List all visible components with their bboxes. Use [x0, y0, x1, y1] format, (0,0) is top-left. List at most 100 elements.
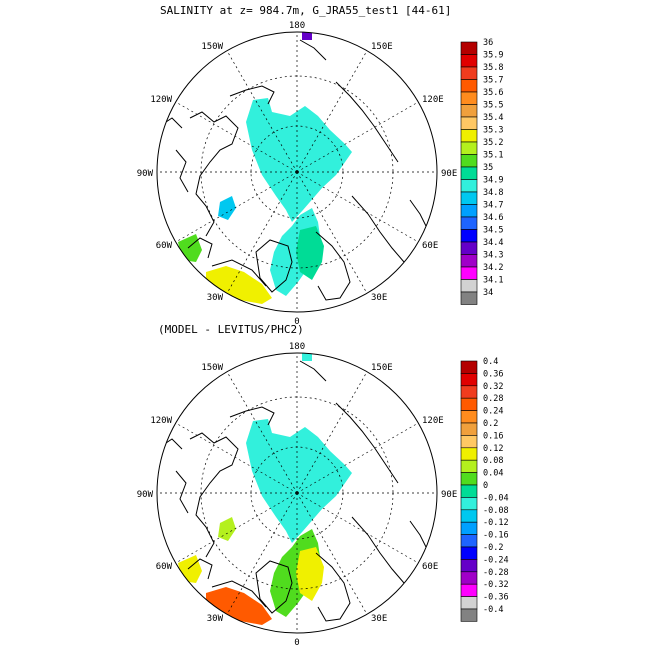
meridian-line	[296, 171, 419, 243]
colorbar-swatch	[460, 166, 478, 180]
meridian-line	[226, 50, 298, 173]
colorbar-tick-label: 0.04	[483, 469, 503, 479]
colorbar-swatch	[460, 385, 478, 399]
longitude-label: 180	[289, 21, 305, 31]
data-region	[246, 419, 352, 543]
coastline	[211, 259, 267, 287]
data-region	[296, 547, 324, 601]
colorbar-tick-label: 35.2	[483, 138, 503, 148]
longitude-label: 0	[294, 317, 299, 327]
coastline	[159, 438, 183, 450]
colorbar-tick-label: 35.8	[483, 63, 503, 73]
colorbar-swatch	[460, 116, 478, 130]
meridian-line	[296, 101, 419, 173]
longitude-label: 30W	[207, 614, 224, 624]
longitude-label: 150E	[371, 42, 393, 52]
coastline	[315, 552, 351, 622]
colorbar-tick-label: 34.3	[483, 251, 503, 261]
data-region	[302, 353, 312, 361]
colorbar-swatch	[460, 534, 478, 548]
coastline	[255, 560, 293, 614]
meridian-line	[175, 171, 298, 243]
longitude-label: 90E	[441, 169, 457, 179]
colorbar-swatch	[460, 154, 478, 168]
colorbar-swatch	[460, 141, 478, 155]
colorbar-swatch	[460, 583, 478, 597]
colorbar-swatch	[460, 266, 478, 280]
colorbar-tick-label: -0.36	[483, 593, 509, 603]
colorbar-swatch	[460, 229, 478, 243]
coastline	[409, 199, 429, 231]
colorbar-tick-label: -0.04	[483, 493, 509, 503]
coastline	[409, 520, 429, 552]
panel-title: SALINITY at z= 984.7m, G_JRA55_test1 [44…	[160, 4, 452, 17]
colorbar-tick-label: 0.24	[483, 407, 503, 417]
colorbar-swatch	[460, 521, 478, 535]
longitude-label: 120W	[150, 416, 172, 426]
colorbar-tick-label: -0.2	[483, 543, 503, 553]
colorbar-swatch	[460, 497, 478, 511]
panel-title: (MODEL - LEVITUS/PHC2)	[158, 323, 304, 336]
colorbar-swatch	[460, 104, 478, 118]
longitude-label: 180	[289, 342, 305, 352]
colorbar-swatch	[460, 571, 478, 585]
meridian-line	[226, 171, 298, 294]
data-region	[218, 517, 236, 541]
colorbar-swatch	[460, 41, 478, 55]
meridian-line	[296, 492, 419, 564]
colorbar-swatch	[460, 397, 478, 411]
coastline	[229, 85, 275, 105]
coastline	[299, 39, 327, 61]
colorbar-tick-label: -0.32	[483, 580, 509, 590]
colorbar-swatch	[460, 484, 478, 498]
coastline	[187, 237, 213, 259]
longitude-label: 90W	[137, 490, 154, 500]
colorbar-tick-label: 35.4	[483, 113, 503, 123]
longitude-label: 90W	[137, 169, 154, 179]
colorbar-tick-label: 0.2	[483, 419, 498, 429]
colorbar-tick-label: -0.08	[483, 506, 509, 516]
colorbar-tick-label: -0.4	[483, 605, 503, 615]
longitude-label: 60W	[156, 562, 173, 572]
colorbar-tick-label: 35.6	[483, 88, 503, 98]
coastline	[189, 432, 239, 558]
coastline	[175, 470, 189, 514]
colorbar: 0.4 0.36 0.32 0.28 0.24 0.2 0.16 0.12 0.08 0.04 0 -…	[460, 357, 509, 622]
colorbar-swatch	[460, 279, 478, 293]
colorbar-tick-label: -0.12	[483, 518, 509, 528]
salinity-map: 180 0 90W 90E 120W 120E 150W 150E 60W 60E 30W 30E 3…	[137, 21, 504, 327]
data-region	[302, 32, 312, 40]
colorbar-tick-label: 0.28	[483, 394, 503, 404]
colorbar-tick-label: -0.28	[483, 568, 509, 578]
meridian-line	[175, 422, 298, 494]
coastline	[175, 149, 189, 193]
longitude-label: 30E	[371, 293, 387, 303]
colorbar-tick-label: 35.1	[483, 151, 503, 161]
coastline	[255, 239, 293, 293]
colorbar-tick-label: 35.5	[483, 101, 503, 111]
difference-panel: (MODEL - LEVITUS/PHC2) 180 0 90W 90E 120W 120…	[0, 323, 647, 647]
coastline	[189, 111, 239, 237]
map-content	[157, 353, 437, 633]
colorbar-swatch	[460, 241, 478, 255]
data-region	[218, 196, 236, 220]
longitude-label: 60E	[422, 241, 438, 251]
longitude-label: 90E	[441, 490, 457, 500]
longitude-label: 120E	[422, 95, 444, 105]
colorbar-swatch	[460, 91, 478, 105]
colorbar-swatch	[460, 435, 478, 449]
colorbar-swatch	[460, 216, 478, 230]
data-region	[246, 98, 352, 222]
difference-map: 180 0 90W 90E 120W 120E 150W 150E 60W 60E 30W 30E 0…	[137, 342, 509, 647]
colorbar-swatch	[460, 472, 478, 486]
colorbar-tick-label: 34.4	[483, 238, 503, 248]
colorbar-swatch	[460, 360, 478, 374]
coastline	[299, 360, 327, 382]
colorbar-swatch	[460, 204, 478, 218]
coastline	[159, 117, 183, 129]
meridian-line	[296, 50, 368, 173]
colorbar-swatch	[460, 410, 478, 424]
longitude-label: 150W	[201, 363, 223, 373]
longitude-label: 60E	[422, 562, 438, 572]
colorbar-swatch	[460, 66, 478, 80]
